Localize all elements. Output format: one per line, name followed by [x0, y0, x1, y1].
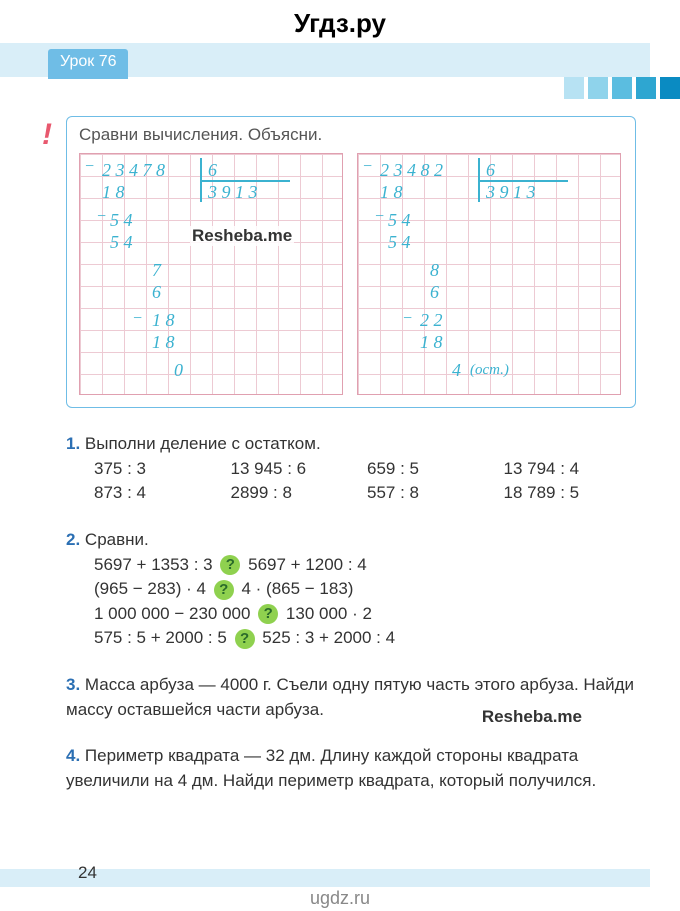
r-r3: 8	[430, 260, 439, 281]
square-2	[588, 77, 608, 99]
l-r1a: 1 8	[102, 182, 125, 203]
qmark-icon: ?	[235, 629, 255, 649]
p3-num: 3.	[66, 675, 80, 694]
qmark-icon: ?	[220, 555, 240, 575]
qmark-icon: ?	[214, 580, 234, 600]
problem-4: 4. Периметр квадрата — 32 дм. Длину кажд…	[66, 744, 640, 793]
qmark-icon: ?	[258, 604, 278, 624]
r-r3b: 6	[430, 282, 439, 303]
watermark-left: Resheba.me	[190, 226, 294, 246]
l-r2b: 5 4	[110, 232, 133, 253]
p2-title: Сравни.	[85, 530, 149, 549]
l-divisor: 6	[208, 160, 217, 181]
minus-1: −	[84, 158, 95, 176]
problems: 1. Выполни деление с остатком. 375 : 3 1…	[66, 432, 640, 816]
p2-l2: (965 − 283) · 4 ? 4 · (865 − 183)	[94, 577, 640, 602]
lesson-bar: Урок 76	[0, 43, 650, 77]
p2-l3a: 1 000 000 − 230 000	[94, 604, 250, 623]
p2-l3: 1 000 000 − 230 000 ? 130 000 · 2	[94, 602, 640, 627]
r-r2: 5 4	[388, 210, 411, 231]
minus-2: −	[96, 208, 107, 226]
minus-r3: −	[402, 310, 413, 328]
exclamation-icon: !	[42, 118, 52, 152]
decor-squares	[564, 77, 680, 99]
p2-l1a: 5697 + 1353 : 3	[94, 555, 213, 574]
p1-row-a: 375 : 3 13 945 : 6 659 : 5 13 794 : 4	[94, 457, 640, 482]
div-hline-l	[200, 180, 290, 182]
r-r1a: 1 8	[380, 182, 403, 203]
r-dividend: 2 3 4 8 2	[380, 160, 443, 181]
problem-2: 2. Сравни. 5697 + 1353 : 3 ? 5697 + 1200…	[66, 528, 640, 651]
square-1	[564, 77, 584, 99]
l-dividend: 2 3 4 7 8	[102, 160, 165, 181]
grid-left: 2 3 4 7 8 6 3 9 1 3 1 8 5 4 5 4 7 6 1 8 …	[79, 153, 343, 395]
p1-c1a: 375 : 3	[94, 457, 231, 482]
p1-title: Выполни деление с остатком.	[85, 434, 321, 453]
minus-3: −	[132, 310, 143, 328]
p1-c2a: 13 945 : 6	[231, 457, 368, 482]
watermark-body: Resheba.me	[482, 707, 582, 727]
r-rem: 4	[452, 360, 461, 381]
p2-l1b: 5697 + 1200 : 4	[248, 555, 367, 574]
example-box: Сравни вычисления. Объясни. 2 3 4 7 8 6 …	[66, 116, 636, 408]
site-header: Угдз.ру	[0, 0, 680, 43]
p2-l2b: 4 · (865 − 183)	[241, 579, 353, 598]
minus-r2: −	[374, 208, 385, 226]
minus-r1: −	[362, 158, 373, 176]
l-rem: 0	[174, 360, 183, 381]
r-rem-label: (ост.)	[470, 362, 509, 379]
p2-l4a: 575 : 5 + 2000 : 5	[94, 628, 227, 647]
p1-num: 1.	[66, 434, 80, 453]
p1-c2b: 2899 : 8	[231, 481, 368, 506]
l-r4b: 1 8	[152, 332, 175, 353]
p1-c4a: 13 794 : 4	[504, 457, 641, 482]
r-r4: 2 2	[420, 310, 443, 331]
p1-c1b: 873 : 4	[94, 481, 231, 506]
square-4	[636, 77, 656, 99]
grid-right: 2 3 4 8 2 6 3 9 1 3 1 8 5 4 5 4 8 6 2 2 …	[357, 153, 621, 395]
example-title: Сравни вычисления. Объясни.	[79, 125, 623, 145]
r-r2b: 5 4	[388, 232, 411, 253]
p2-num: 2.	[66, 530, 80, 549]
page-number: 24	[78, 863, 97, 883]
r-quotient: 3 9 1 3	[486, 182, 536, 203]
p2-l4: 575 : 5 + 2000 : 5 ? 525 : 3 + 2000 : 4	[94, 626, 640, 651]
p2-l2a: (965 − 283) · 4	[94, 579, 206, 598]
square-3	[612, 77, 632, 99]
footer-bar	[0, 869, 650, 887]
r-r4b: 1 8	[420, 332, 443, 353]
p1-c3b: 557 : 8	[367, 481, 504, 506]
problem-1: 1. Выполни деление с остатком. 375 : 3 1…	[66, 432, 640, 506]
lesson-tab: Урок 76	[48, 49, 128, 79]
p1-row-b: 873 : 4 2899 : 8 557 : 8 18 789 : 5	[94, 481, 640, 506]
l-r3: 7	[152, 260, 161, 281]
grids-row: 2 3 4 7 8 6 3 9 1 3 1 8 5 4 5 4 7 6 1 8 …	[79, 153, 623, 395]
footer-site: ugdz.ru	[0, 888, 680, 909]
square-5	[660, 77, 680, 99]
p4-num: 4.	[66, 746, 80, 765]
l-r4: 1 8	[152, 310, 175, 331]
l-r2: 5 4	[110, 210, 133, 231]
p2-l1: 5697 + 1353 : 3 ? 5697 + 1200 : 4	[94, 553, 640, 578]
div-hline-r	[478, 180, 568, 182]
l-quotient: 3 9 1 3	[208, 182, 258, 203]
p1-c4b: 18 789 : 5	[504, 481, 641, 506]
p1-c3a: 659 : 5	[367, 457, 504, 482]
l-r3b: 6	[152, 282, 161, 303]
p2-l3b: 130 000 · 2	[286, 604, 372, 623]
p4-text: Периметр квадрата — 32 дм. Длину каждой …	[66, 746, 596, 790]
p2-l4b: 525 : 3 + 2000 : 4	[262, 628, 395, 647]
r-divisor: 6	[486, 160, 495, 181]
